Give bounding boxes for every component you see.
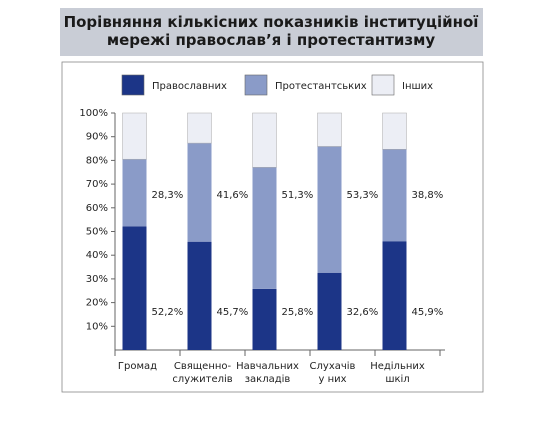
value-label: 45,9% bbox=[412, 307, 444, 318]
y-tick-label: 30% bbox=[86, 274, 108, 285]
legend-swatch bbox=[121, 74, 145, 96]
legend-label: Інших bbox=[402, 81, 433, 92]
legend-label: Протестантських bbox=[275, 81, 367, 92]
y-tick-label: 40% bbox=[86, 250, 108, 261]
x-tick-label: Недільних шкіл bbox=[370, 360, 425, 385]
legend-swatch bbox=[244, 74, 268, 96]
y-tick-label: 50% bbox=[86, 227, 108, 238]
value-label: 41,6% bbox=[217, 190, 249, 201]
x-tick-label: Слухачів у них bbox=[310, 360, 356, 385]
bar-segment bbox=[122, 112, 147, 160]
x-tick-label: Громад bbox=[118, 361, 157, 372]
y-tick-label: 60% bbox=[86, 203, 108, 214]
value-label: 32,6% bbox=[347, 307, 379, 318]
y-tick-label: 90% bbox=[86, 132, 108, 143]
value-label: 52,2% bbox=[152, 307, 184, 318]
bar-segment bbox=[252, 288, 277, 350]
value-label: 25,8% bbox=[282, 307, 314, 318]
y-tick-label: 20% bbox=[86, 298, 108, 309]
bar-segment bbox=[382, 112, 407, 150]
value-label: 53,3% bbox=[347, 190, 379, 201]
y-tick-label: 80% bbox=[86, 155, 108, 166]
value-label: 51,3% bbox=[282, 190, 314, 201]
legend-label: Православних bbox=[152, 81, 227, 92]
chart-frame bbox=[61, 61, 484, 393]
bar-segment bbox=[122, 226, 147, 350]
bar-segment bbox=[252, 112, 277, 168]
chart-title: Порівняння кількісних показників інститу… bbox=[64, 13, 479, 49]
bar-segment bbox=[122, 159, 147, 227]
bar-segment bbox=[382, 241, 407, 350]
bar-segment bbox=[317, 272, 342, 350]
y-tick-label: 100% bbox=[79, 108, 108, 119]
x-tick-label: Священно-служителів bbox=[172, 361, 232, 385]
legend-swatch bbox=[371, 74, 395, 96]
y-tick-label: 70% bbox=[86, 179, 108, 190]
value-label: 45,7% bbox=[217, 307, 249, 318]
value-label: 28,3% bbox=[152, 190, 184, 201]
bar-segment bbox=[187, 112, 212, 144]
bar-segment bbox=[382, 149, 407, 242]
bar-segment bbox=[317, 146, 342, 273]
x-tick-label: Навчальних закладів bbox=[236, 361, 299, 385]
bar-segment bbox=[187, 143, 212, 242]
title-box bbox=[60, 8, 483, 56]
y-tick-label: 10% bbox=[86, 321, 108, 332]
value-label: 38,8% bbox=[412, 190, 444, 201]
bar-segment bbox=[317, 112, 342, 147]
bar-segment bbox=[187, 241, 212, 350]
bar-segment bbox=[252, 167, 277, 289]
